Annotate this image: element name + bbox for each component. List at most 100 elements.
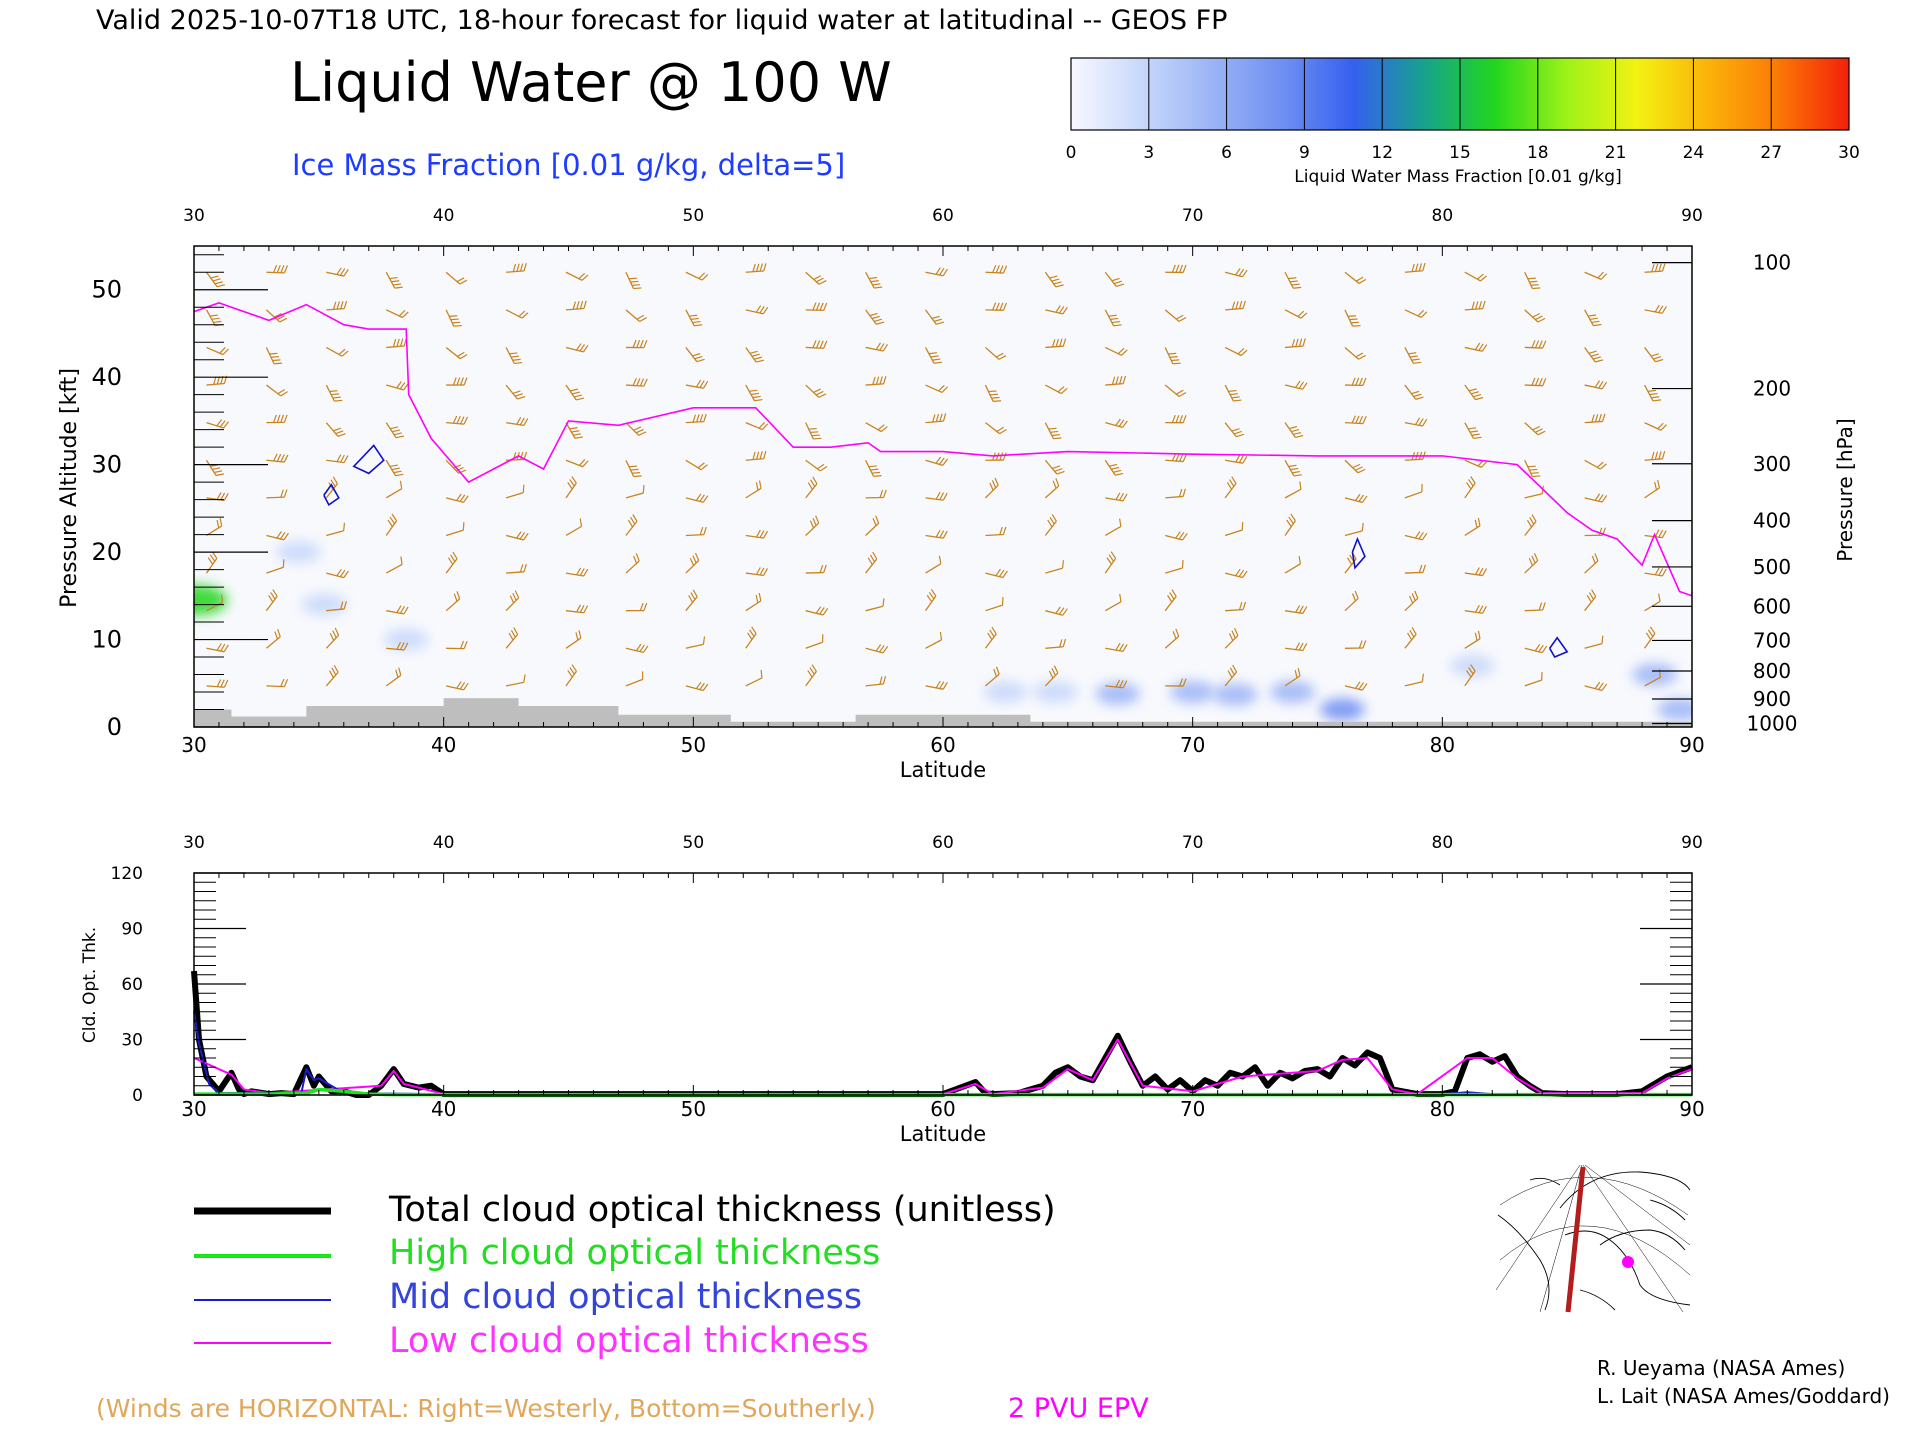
wind-barb-feather bbox=[1291, 428, 1300, 433]
wind-barb-feather bbox=[1057, 386, 1065, 393]
wind-barb-feather bbox=[1054, 468, 1063, 472]
wind-barb-12 bbox=[266, 264, 289, 274]
wind-barb-feather bbox=[1591, 320, 1600, 324]
wind-barb-feather bbox=[1530, 284, 1539, 286]
wind-barb-182 bbox=[1105, 346, 1128, 356]
wind-barb-feather bbox=[1058, 607, 1065, 615]
legend-total: Total cloud optical thickness (unitless) bbox=[388, 1190, 1056, 1230]
wind-barb-feather bbox=[879, 376, 883, 385]
wind-barb-feather bbox=[219, 517, 223, 527]
wind-barb-feather bbox=[1286, 519, 1292, 527]
wind-barb-feather bbox=[699, 380, 705, 388]
wind-barb-feather bbox=[1048, 670, 1054, 679]
wind-barb-291 bbox=[1643, 384, 1662, 402]
wind-barb-197 bbox=[1165, 453, 1188, 463]
wind-barb-feather bbox=[579, 518, 583, 527]
wind-barb-feather bbox=[1053, 437, 1062, 440]
wind-barb-feather bbox=[1650, 353, 1659, 357]
wind-barb-73 bbox=[565, 300, 587, 311]
wind-barb-feather bbox=[1175, 628, 1180, 637]
wind-barb-feather bbox=[636, 378, 641, 386]
wind-barb-feather bbox=[1421, 532, 1428, 541]
wind-barb-feather bbox=[999, 265, 1004, 274]
wind-barb-feather bbox=[1113, 280, 1122, 285]
wind-barb-feather bbox=[223, 679, 229, 688]
wind-barb-feather bbox=[999, 452, 1004, 461]
wind-barb-feather bbox=[1414, 417, 1421, 425]
map-coast-6 bbox=[1529, 1177, 1561, 1186]
wind-barb-feather bbox=[1654, 567, 1660, 576]
wind-barb-feather bbox=[700, 464, 708, 471]
wind-barb-feather bbox=[578, 630, 582, 639]
wind-barb-feather bbox=[459, 494, 466, 502]
wind-barb-37 bbox=[385, 309, 409, 319]
wind-barb-feather bbox=[391, 513, 398, 522]
wind-barb-feather bbox=[1053, 665, 1059, 674]
wind-barb-feather bbox=[456, 277, 465, 283]
wind-barb-feather bbox=[1055, 284, 1064, 288]
wind-barb-240 bbox=[1404, 262, 1426, 273]
wind-barb-0 bbox=[205, 271, 225, 288]
wind-barb-feather bbox=[749, 629, 755, 637]
wind-barb-feather bbox=[699, 682, 705, 690]
wind-barb-14 bbox=[265, 347, 283, 365]
wind-barb-feather bbox=[1594, 681, 1601, 689]
wind-barb-feather bbox=[751, 626, 757, 634]
wind-barb-101 bbox=[685, 459, 708, 471]
wind-barb-feather bbox=[867, 557, 873, 565]
cross-section-panel: 3030404050506060707080809090010203040501… bbox=[91, 206, 1797, 757]
wind-barb-feather bbox=[935, 529, 941, 538]
wind-barb-263 bbox=[1464, 664, 1476, 687]
wind-barb-142 bbox=[865, 644, 889, 654]
wind-barb-feather bbox=[1351, 377, 1356, 386]
wind-barb-feather bbox=[283, 679, 289, 687]
wind-barb-feather bbox=[882, 598, 885, 607]
wind-barb-feather bbox=[1298, 555, 1302, 564]
wind-barb-feather bbox=[571, 476, 577, 484]
wind-barb-253 bbox=[1464, 300, 1486, 311]
page-title: Liquid Water @ 100 W bbox=[290, 51, 892, 114]
wind-barb-feather bbox=[1238, 268, 1245, 277]
wind-barb-feather bbox=[1470, 391, 1480, 395]
wind-barb-feather bbox=[1122, 375, 1127, 384]
wind-barb-feather bbox=[283, 489, 288, 498]
wind-barb-56 bbox=[445, 551, 458, 574]
wind-barb-feather bbox=[1290, 513, 1296, 522]
wind-barb-194 bbox=[1164, 347, 1181, 365]
wind-barb-feather bbox=[453, 324, 462, 327]
wind-barb-100 bbox=[685, 413, 707, 424]
wind-barb-feather bbox=[874, 318, 883, 322]
wind-barb-feather bbox=[1471, 301, 1475, 310]
wind-barb-feather bbox=[1295, 380, 1301, 388]
wind-barb-feather bbox=[1122, 420, 1128, 428]
wind-barb-feather bbox=[463, 377, 468, 386]
wind-barb-feather bbox=[759, 567, 765, 576]
wind-barb-feather bbox=[1297, 310, 1305, 317]
liquid-water-blob-11 bbox=[1449, 654, 1495, 677]
wind-barb-262 bbox=[1464, 630, 1481, 649]
wind-barb-feather bbox=[390, 426, 399, 430]
wind-barb-feather bbox=[1230, 393, 1239, 396]
wind-barb-feather bbox=[698, 272, 706, 279]
wind-barb-feather bbox=[697, 462, 705, 469]
wind-barb-feather bbox=[1169, 356, 1178, 358]
wind-barb-290 bbox=[1644, 347, 1664, 363]
wind-barb-135 bbox=[865, 376, 887, 386]
wind-barb-feather bbox=[991, 396, 1000, 399]
map-coast-2 bbox=[1497, 1214, 1550, 1311]
wind-barb-feather bbox=[1237, 348, 1245, 355]
wind-barb-feather bbox=[280, 414, 285, 423]
wind-barb-feather bbox=[1602, 413, 1606, 422]
wind-barb-feather bbox=[1468, 479, 1474, 487]
main-xtick-bottom-70: 70 bbox=[1180, 733, 1205, 757]
wind-barb-187 bbox=[1104, 518, 1122, 537]
wind-barb-77 bbox=[565, 459, 589, 468]
wind-barb-feather bbox=[989, 629, 995, 638]
wind-barb-feather bbox=[582, 344, 589, 353]
wind-barb-feather bbox=[926, 594, 933, 603]
wind-barb-139 bbox=[865, 515, 880, 536]
cross-section-track bbox=[1565, 1166, 1586, 1313]
wind-barb-feather bbox=[1122, 644, 1128, 652]
wind-barb-102 bbox=[685, 493, 709, 503]
main-xtick-bottom-40: 40 bbox=[431, 733, 456, 757]
